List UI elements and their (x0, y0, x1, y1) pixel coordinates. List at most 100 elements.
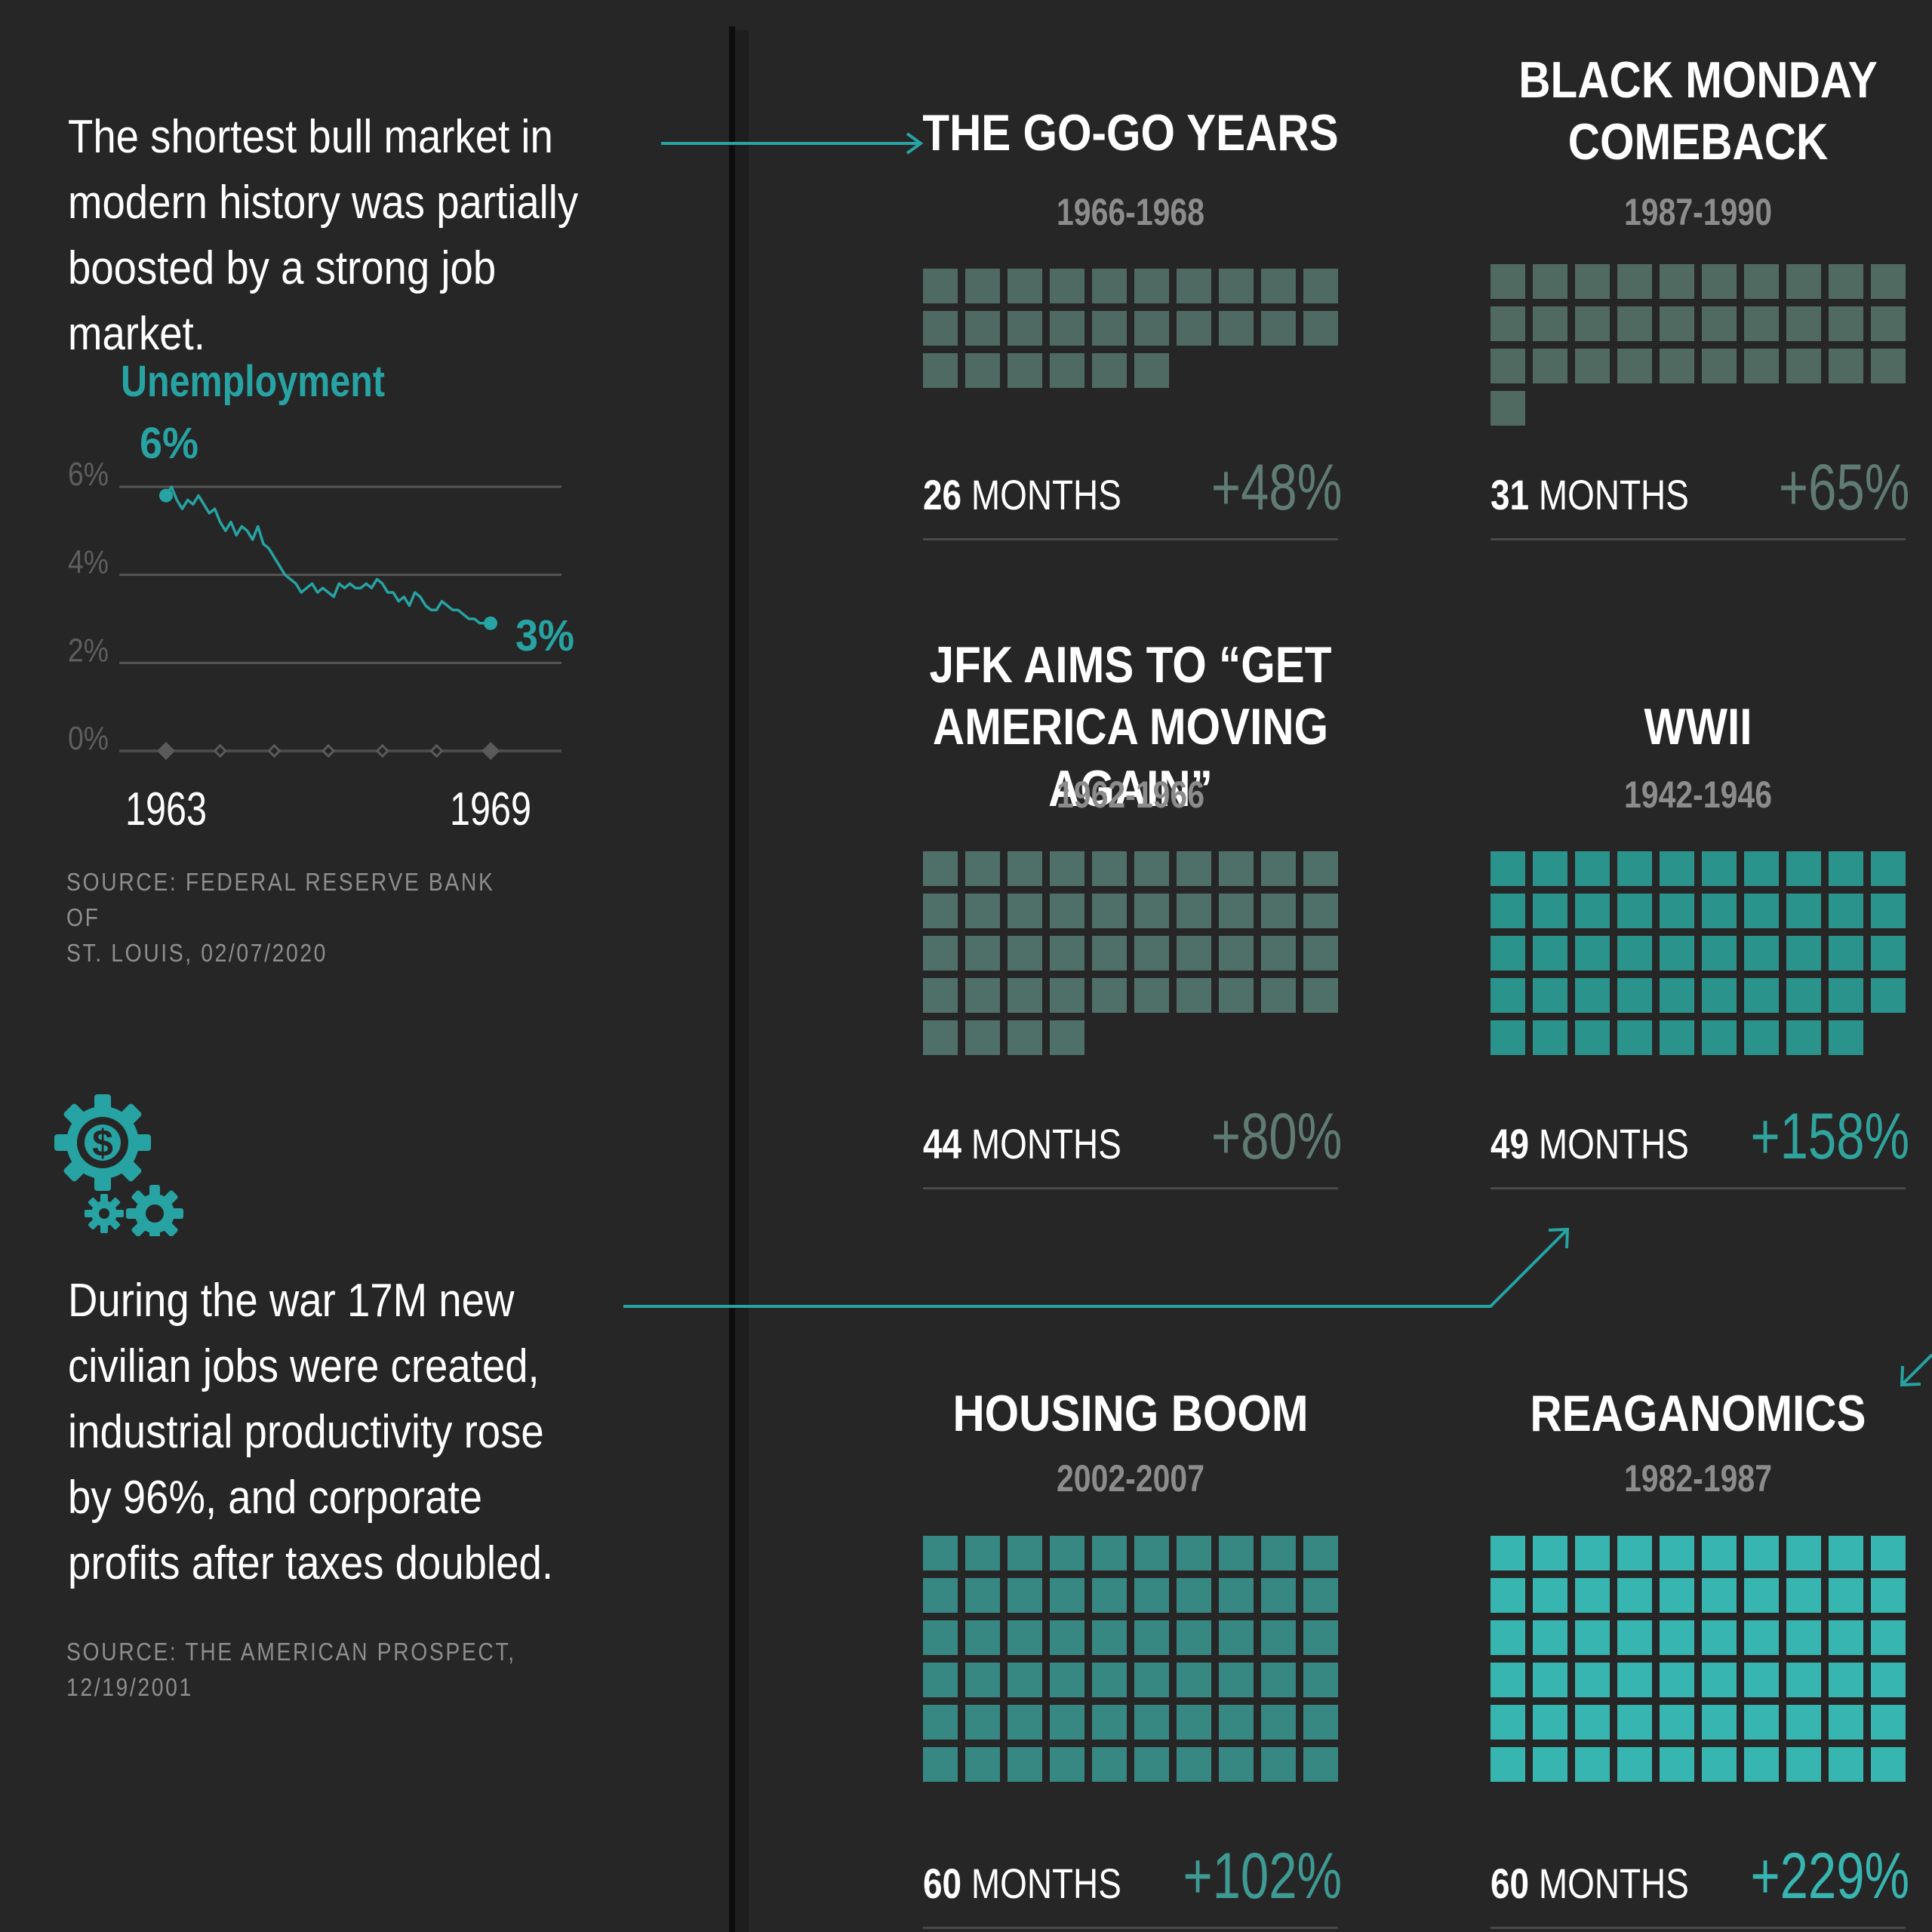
month-cell (1008, 1578, 1042, 1613)
market-years: 1982-1987 (1623, 1457, 1773, 1500)
month-cell (1786, 306, 1821, 341)
month-cell (965, 1747, 1000, 1782)
month-cell (1533, 349, 1567, 383)
month-cell (1617, 306, 1652, 341)
month-cell (1617, 978, 1652, 1013)
market-duration: 26 MONTHS (923, 470, 1121, 519)
month-cell (1533, 306, 1567, 341)
month-cell (1491, 1705, 1525, 1740)
month-cell (1050, 1663, 1084, 1697)
month-cell (1050, 269, 1084, 303)
source-fred: SOURCE: FEDERAL RESERVE BANK OF ST. LOUI… (66, 868, 495, 967)
month-cell (1702, 306, 1737, 341)
month-cell (1617, 1663, 1652, 1697)
month-cell (1008, 894, 1042, 928)
month-cell (1092, 1620, 1127, 1655)
month-cell (1829, 1578, 1863, 1613)
month-cell (1491, 349, 1525, 383)
month-cell (1702, 1578, 1737, 1613)
y-tick-label: 2% (68, 632, 109, 669)
month-cell (1702, 1020, 1737, 1055)
month-cell (1303, 311, 1338, 346)
month-cell (1660, 851, 1694, 886)
month-cell (1871, 264, 1906, 299)
month-cell (965, 1536, 1000, 1571)
month-cell (1744, 978, 1779, 1013)
month-cell (1617, 936, 1652, 971)
market-gain: +158% (1750, 1100, 1909, 1173)
month-cell (923, 1663, 958, 1697)
market-years: 1987-1990 (1623, 191, 1773, 233)
month-cell (1219, 936, 1254, 971)
month-cell (1261, 1663, 1296, 1697)
market-title: JFK AIMS TO “GET AMERICA MOVING AGAIN” (929, 636, 1332, 817)
market-years: 1962-1966 (1056, 774, 1205, 816)
month-cell (1871, 349, 1906, 383)
stat-underline (1491, 538, 1906, 540)
month-cell (1219, 1705, 1254, 1740)
month-cell (1050, 311, 1084, 346)
months-count: 60 (1491, 1860, 1530, 1907)
month-cell (1050, 1536, 1084, 1571)
month-cell (1219, 269, 1254, 303)
month-cell (1575, 1578, 1610, 1613)
month-cell (1575, 936, 1610, 971)
month-cell (1303, 936, 1338, 971)
months-label: MONTHS (971, 1860, 1121, 1907)
month-cell (1008, 851, 1042, 886)
month-cell (1533, 1663, 1567, 1697)
month-cell (1786, 1020, 1821, 1055)
month-cell (1134, 894, 1169, 928)
market-years: 2002-2007 (1056, 1457, 1205, 1500)
month-cell (1533, 1536, 1567, 1571)
market-title: THE GO-GO YEARS (922, 104, 1339, 162)
month-cell (965, 1663, 1000, 1697)
x-axis-tick-marker (375, 743, 389, 758)
month-cell (1303, 978, 1338, 1013)
market-duration: 31 MONTHS (1491, 470, 1689, 519)
months-label: MONTHS (971, 1120, 1121, 1168)
stat-underline (1491, 1187, 1906, 1189)
months-label: MONTHS (1538, 1860, 1689, 1907)
month-cell (1092, 1536, 1127, 1571)
month-cell (1050, 1705, 1084, 1740)
month-cell (1702, 1705, 1737, 1740)
month-cell (1219, 1578, 1254, 1613)
month-cell (923, 353, 958, 388)
month-cell (1303, 851, 1338, 886)
month-cell (1491, 978, 1525, 1013)
month-cell (1786, 1663, 1821, 1697)
month-cell (1092, 851, 1127, 886)
month-cell (1829, 1747, 1863, 1782)
month-cell (1786, 1578, 1821, 1613)
unemployment-chart: 6% 4% 2% 0% Unemployment 6% 3% 1963 1969 (68, 357, 574, 835)
month-cell (923, 978, 958, 1013)
month-cell (1829, 306, 1863, 341)
months-label: MONTHS (1538, 1120, 1689, 1168)
month-cell (1177, 1705, 1211, 1740)
month-cell (1575, 1536, 1610, 1571)
month-cell (1533, 264, 1567, 299)
month-cell (1177, 1578, 1211, 1613)
month-cell (965, 1578, 1000, 1613)
month-cell (1575, 851, 1610, 886)
month-cell (1261, 978, 1296, 1013)
x-tick-label-1963: 1963 (125, 783, 207, 835)
month-cell (1303, 1536, 1338, 1571)
month-cell (1491, 894, 1525, 928)
month-cell (923, 311, 958, 346)
month-cell (1744, 1747, 1779, 1782)
month-cell (923, 936, 958, 971)
month-cell (965, 978, 1000, 1013)
month-cell (1660, 894, 1694, 928)
month-cell (1829, 1020, 1863, 1055)
y-tick-label: 0% (68, 720, 109, 757)
market-gain: +48% (1211, 451, 1342, 524)
month-cell (1134, 1536, 1169, 1571)
y-tick-label: 4% (68, 544, 109, 581)
month-cell (1134, 1620, 1169, 1655)
month-cell (1092, 894, 1127, 928)
month-cell (1303, 1578, 1338, 1613)
month-cell (965, 353, 1000, 388)
month-cell (1786, 1536, 1821, 1571)
